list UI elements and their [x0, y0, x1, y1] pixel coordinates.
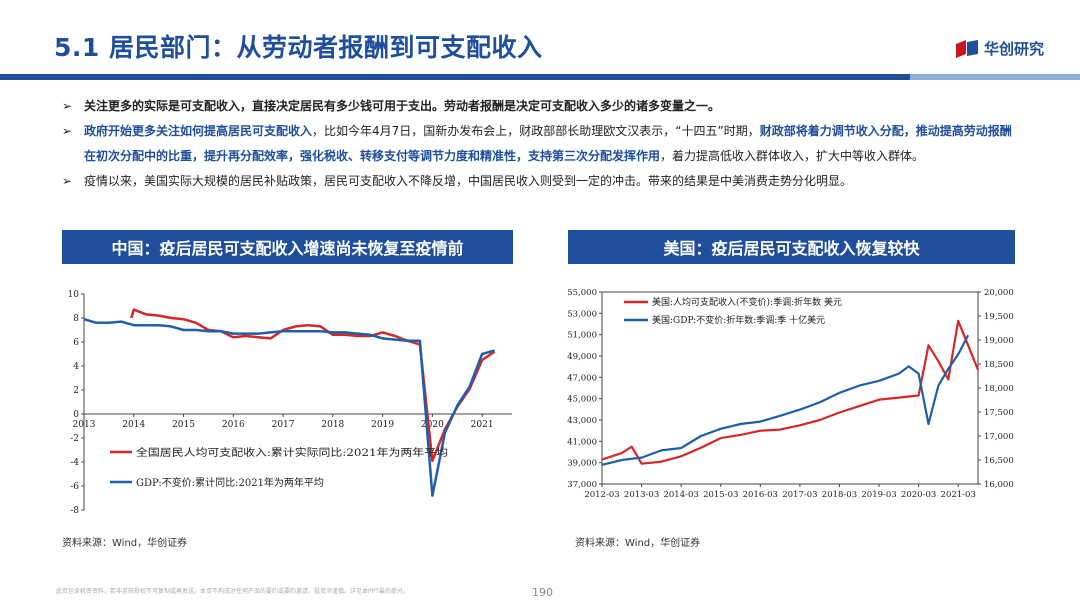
legend-label: 美国:人均可支配收入(不变价):季调:折年数 美元	[652, 296, 842, 308]
y-left-tick-label: 53,000	[567, 309, 597, 319]
legend-label: 美国:GDP:不变价:折年数:季调:季 十亿美元	[652, 314, 825, 326]
disclaimer: 此页包含机密资料，若非另获授权不可复制或再发送。本页不构成对任何产品的要约或要约…	[56, 588, 409, 595]
y-right-tick-label: 20,000	[984, 288, 1014, 298]
bullet-text: ，着力提高低收入群体收入，扩大中等收入群体。	[660, 149, 925, 163]
legend-label: 全国居民人均可支配收入:累计实际同比:2021年为两年平均	[136, 446, 448, 459]
x-tick-label: 2016	[222, 420, 245, 430]
y-tick-label: -8	[70, 506, 79, 516]
bullet-highlight: 财政部将着力调节收入分配，推动提高劳动报酬在初次分配中的比重，提升再分配效率，强…	[84, 124, 1012, 163]
y-left-tick-label: 47,000	[567, 373, 597, 383]
y-right-tick-label: 17,000	[984, 432, 1014, 442]
x-tick-label: 2014-03	[663, 490, 698, 500]
x-tick-label: 2012-03	[584, 490, 619, 500]
y-left-tick-label: 51,000	[567, 331, 597, 341]
x-tick-label: 2014	[122, 420, 145, 430]
x-tick-label: 2020-03	[901, 490, 936, 500]
y-tick-label: 0	[73, 410, 79, 420]
bullet-list: 关注更多的实际是可支配收入，直接决定居民有多少钱可用于支出。劳动者报酬是决定可支…	[62, 94, 1017, 194]
y-right-tick-label: 16,500	[984, 456, 1014, 466]
bullet-highlight: 政府开始更多关注如何提高居民可支配收入	[84, 124, 313, 138]
x-tick-label: 2017	[272, 420, 295, 430]
left-source-note: 资料来源：Wind，华创证券	[62, 538, 188, 549]
series-line	[601, 319, 980, 465]
y-left-tick-label: 45,000	[567, 395, 597, 405]
bullet-item: 疫情以来，美国实际大规模的居民补贴政策，居民可支配收入不降反增，中国居民收入则受…	[62, 169, 1017, 194]
logo-icon	[955, 39, 978, 58]
right-chart-banner: 美国：疫后居民可支配收入恢复较快	[568, 230, 1015, 264]
y-right-tick-label: 19,000	[984, 336, 1014, 346]
header-rule	[0, 74, 1080, 80]
x-tick-label: 2019-03	[861, 490, 896, 500]
x-tick-label: 2018	[321, 420, 344, 430]
page-number: 190	[532, 586, 553, 599]
y-tick-label: 4	[73, 362, 79, 372]
y-tick-label: 8	[73, 314, 79, 324]
series-line	[601, 334, 970, 466]
us-income-chart: 55,000 53,000 51,000 49,000 47,000 45,000 43,0…	[567, 288, 1014, 500]
legend-label: GDP:不变价:累计同比:2021年为两年平均	[136, 476, 324, 489]
y-left-tick-label: 43,000	[567, 416, 597, 426]
bullet-text: 疫情以来，美国实际大规模的居民补贴政策，居民可支配收入不降反增，中国居民收入则受…	[84, 174, 853, 188]
bullet-item: 政府开始更多关注如何提高居民可支配收入，比如今年4月7日，国新办发布会上，财政部…	[62, 119, 1017, 169]
bullet-text: ，比如今年4月7日，国新办发布会上，财政部部长助理欧文汉表示，“十四五”时期，	[312, 124, 760, 138]
y-tick-label: 6	[73, 338, 79, 348]
china-income-chart: 10 8 6 4 2 0 -2 -4 -6 -8 2013 2014 2015 2016 2017 2018 2…	[68, 290, 512, 516]
x-tick-label: 2017-03	[782, 490, 817, 500]
bullet-text: 关注更多的实际是可支配收入，直接决定居民有多少钱可用于支出。劳动者报酬是决定可支…	[84, 99, 721, 113]
y-right-tick-label: 17,500	[984, 408, 1014, 418]
y-tick-label: 2	[73, 386, 79, 396]
brand-logo: 华创研究	[955, 38, 1044, 59]
y-right-tick-label: 19,500	[984, 312, 1014, 322]
y-right-tick-label: 18,500	[984, 360, 1014, 370]
y-left-tick-label: 49,000	[567, 352, 597, 362]
y-right-tick-label: 18,000	[984, 384, 1014, 394]
x-tick-label: 2020	[421, 420, 444, 430]
x-tick-label: 2019	[371, 420, 394, 430]
y-tick-label: -6	[70, 482, 79, 492]
left-chart-banner: 中国：疫后居民可支配收入增速尚未恢复至疫情前	[62, 230, 513, 264]
series-line	[130, 308, 496, 463]
logo-text: 华创研究	[983, 40, 1044, 58]
x-tick-label: 2016-03	[743, 490, 778, 500]
y-tick-label: -2	[70, 434, 79, 444]
x-tick-label: 2015	[172, 420, 195, 430]
page-title: 5.1 居民部门：从劳动者报酬到可支配收入	[54, 33, 543, 62]
x-tick-label: 2013	[73, 420, 96, 430]
y-right-tick-label: 16,000	[984, 480, 1014, 490]
y-tick-label: 10	[68, 290, 80, 300]
y-left-tick-label: 37,000	[567, 480, 597, 490]
right-source-note: 资料来源：Wind，华创证券	[575, 538, 701, 549]
y-left-tick-label: 41,000	[567, 437, 597, 447]
x-tick-label: 2018-03	[822, 490, 857, 500]
y-left-tick-label: 55,000	[567, 288, 597, 298]
y-tick-label: -4	[70, 458, 79, 468]
x-tick-label: 2021	[471, 420, 494, 430]
series-line	[83, 317, 495, 497]
y-left-tick-label: 39,000	[567, 459, 597, 469]
x-tick-label: 2015-03	[703, 490, 738, 500]
bullet-item: 关注更多的实际是可支配收入，直接决定居民有多少钱可用于支出。劳动者报酬是决定可支…	[62, 94, 1017, 119]
x-tick-label: 2013-03	[624, 490, 659, 500]
x-tick-label: 2021-03	[941, 490, 976, 500]
